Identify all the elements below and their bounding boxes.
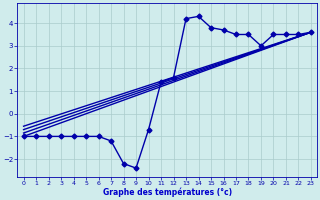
X-axis label: Graphe des températures (°c): Graphe des températures (°c) (103, 188, 232, 197)
